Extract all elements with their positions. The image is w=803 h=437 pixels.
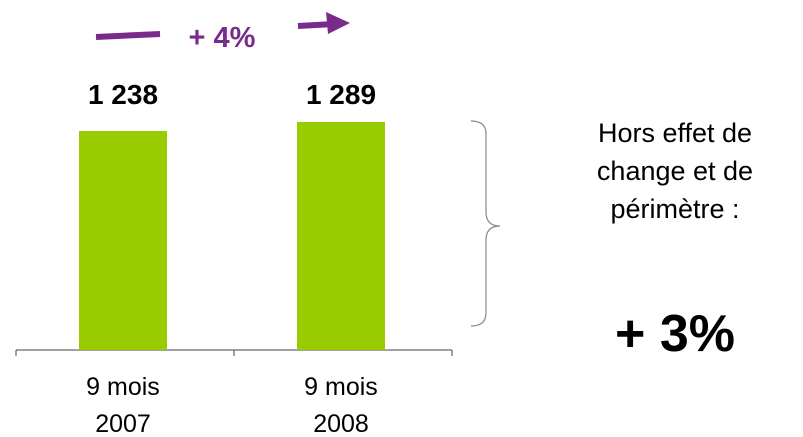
growth-label: + 4% <box>189 22 256 54</box>
bracket-icon <box>470 120 501 327</box>
growth-arrow-left-stroke <box>95 31 161 40</box>
x-tick-label-1-line-1: 2008 <box>313 410 369 437</box>
growth-arrowhead-icon <box>326 12 350 34</box>
bar-1 <box>297 122 385 350</box>
x-tick-label-1-line-0: 9 mois <box>304 373 378 401</box>
annotation-line-3: périmètre : <box>610 194 740 224</box>
annotation-text: Hors effet de change et de périmètre : <box>560 114 790 228</box>
bar-value-label-0: 1 238 <box>88 79 158 110</box>
x-tick-label-0-line-0: 9 mois <box>86 373 160 401</box>
annotation-line-2: change et de <box>596 156 754 186</box>
annotation-value: + 3% <box>615 305 735 363</box>
annotation-line-1: Hors effet de <box>597 118 753 148</box>
bar-value-label-1: 1 289 <box>306 79 376 110</box>
bar-0 <box>79 131 167 350</box>
x-tick-label-0-line-1: 2007 <box>95 410 151 437</box>
